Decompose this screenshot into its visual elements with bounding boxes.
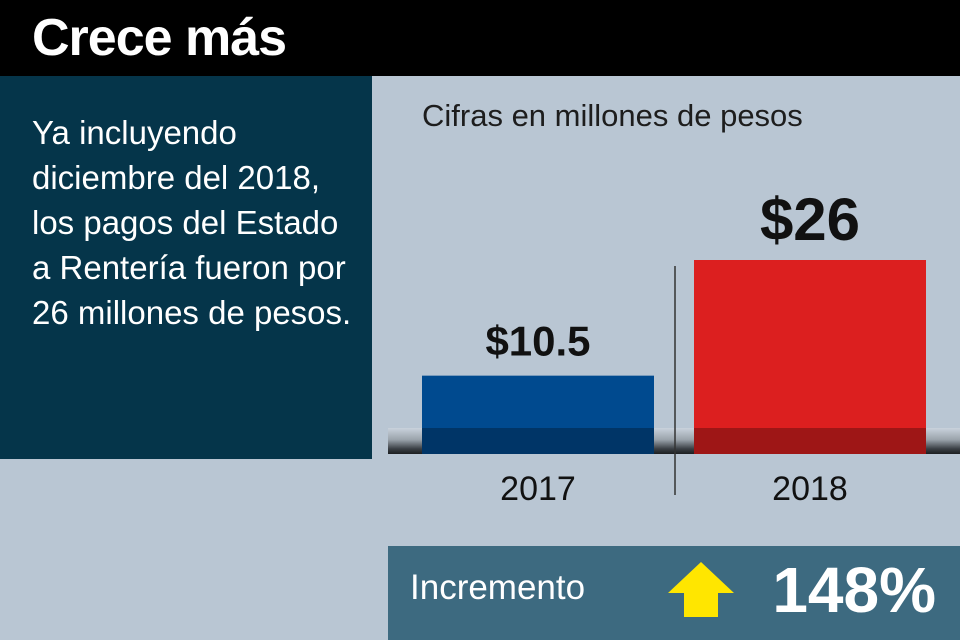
increment-bar: Incremento 148%	[388, 546, 960, 640]
value-label-2017: $10.5	[485, 318, 590, 365]
bar-shadow-2018	[694, 428, 926, 454]
value-label-2018: $26	[760, 186, 860, 253]
increment-label: Incremento	[410, 568, 586, 607]
tick-label-2018: 2018	[772, 470, 848, 508]
bar-chart: $10.5 2017 $26 2018	[388, 186, 960, 508]
increment-value: 148%	[772, 554, 936, 626]
up-arrow-icon	[666, 560, 736, 625]
bar-shadow-2017	[422, 428, 654, 454]
chart-area: Cifras en millones de pesos $10.5 2017 $26…	[388, 76, 960, 546]
side-panel: Ya incluyendo diciembre del 2018, los pa…	[0, 76, 372, 459]
header-bar: Crece más	[0, 0, 960, 76]
chart-subtitle: Cifras en millones de pesos	[422, 98, 803, 133]
bar-2018	[694, 260, 926, 454]
page-title: Crece más	[32, 9, 287, 67]
tick-label-2017: 2017	[500, 470, 576, 508]
side-panel-text: Ya incluyendo diciembre del 2018, los pa…	[32, 114, 352, 331]
bar-2017	[422, 375, 654, 454]
